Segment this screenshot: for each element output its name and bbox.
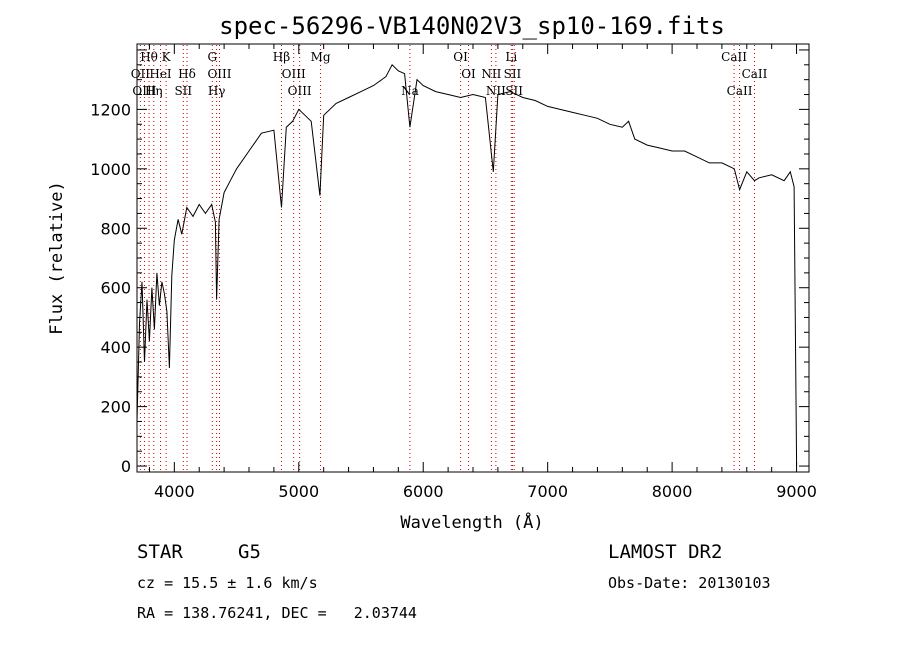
spectral-line-label: Li bbox=[505, 50, 517, 64]
spectral-line-label: Mg bbox=[311, 50, 331, 64]
spectral-line-label: Hδ bbox=[178, 67, 196, 81]
spectral-line-label: OI bbox=[453, 50, 468, 64]
y-tick-label: 800 bbox=[100, 219, 131, 238]
object-class: STAR bbox=[137, 541, 183, 563]
y-tick-label: 1200 bbox=[90, 100, 131, 119]
x-tick-label: 8000 bbox=[652, 482, 693, 501]
spectral-line-label: Hη bbox=[145, 84, 163, 98]
spectrum-line bbox=[136, 63, 798, 467]
spectral-line-markers bbox=[139, 45, 755, 471]
subclass: G5 bbox=[238, 541, 261, 563]
y-tick-label: 0 bbox=[121, 457, 131, 476]
y-tick-label: 1000 bbox=[90, 160, 131, 179]
spectral-line-label: CaII bbox=[727, 84, 753, 98]
spectral-line-label: NII bbox=[481, 67, 501, 81]
obs-date: Obs-Date: 20130103 bbox=[608, 574, 771, 592]
spectral-line-label: SII bbox=[174, 84, 192, 98]
x-tick-label: 4000 bbox=[154, 482, 195, 501]
x-tick-label: 7000 bbox=[527, 482, 568, 501]
spectral-line-label: Hγ bbox=[208, 84, 226, 98]
y-axis-title: Flux (relative) bbox=[47, 181, 67, 335]
spectral-line-label: HeI bbox=[149, 67, 172, 81]
spectral-line-label: SII bbox=[505, 84, 523, 98]
spectral-line-label: OI bbox=[461, 67, 476, 81]
spectral-line-label: G bbox=[207, 50, 217, 64]
survey-name: LAMOST DR2 bbox=[608, 541, 723, 563]
y-tick-label: 200 bbox=[100, 398, 131, 417]
x-axis: 4000 5000 6000 7000 8000 9000 bbox=[148, 44, 817, 501]
x-tick-label: 9000 bbox=[776, 482, 817, 501]
y-tick-label: 600 bbox=[100, 279, 131, 298]
redshift-text: cz = 15.5 ± 1.6 km/s bbox=[137, 574, 318, 592]
x-tick-label: 6000 bbox=[403, 482, 444, 501]
spectral-line-label: OIII bbox=[288, 84, 312, 98]
plot-frame bbox=[136, 43, 810, 473]
spectral-line-label: OIII bbox=[282, 67, 306, 81]
spectral-line-label: Hβ bbox=[273, 50, 290, 64]
spectral-line-label: CaII bbox=[742, 67, 768, 81]
y-axis: 0 200 400 600 800 1000 1200 bbox=[90, 49, 809, 476]
spectral-line-label: OII bbox=[131, 67, 151, 81]
spectral-line-label: SII bbox=[504, 67, 522, 81]
spectral-line-label: CaII bbox=[721, 50, 747, 64]
spectral-line-label: NII bbox=[486, 84, 506, 98]
x-tick-label: 5000 bbox=[278, 482, 319, 501]
x-axis-title: Wavelength (Å) bbox=[400, 511, 543, 533]
spectral-line-label: OIII bbox=[207, 67, 231, 81]
coordinates: RA = 138.76241, DEC = 2.03744 bbox=[137, 604, 417, 622]
spectral-line-label: K bbox=[162, 50, 172, 64]
spectral-line-label: Hθ bbox=[140, 50, 158, 64]
y-tick-label: 400 bbox=[100, 338, 131, 357]
chart-title: spec-56296-VB140N02V3_sp10-169.fits bbox=[219, 12, 725, 40]
